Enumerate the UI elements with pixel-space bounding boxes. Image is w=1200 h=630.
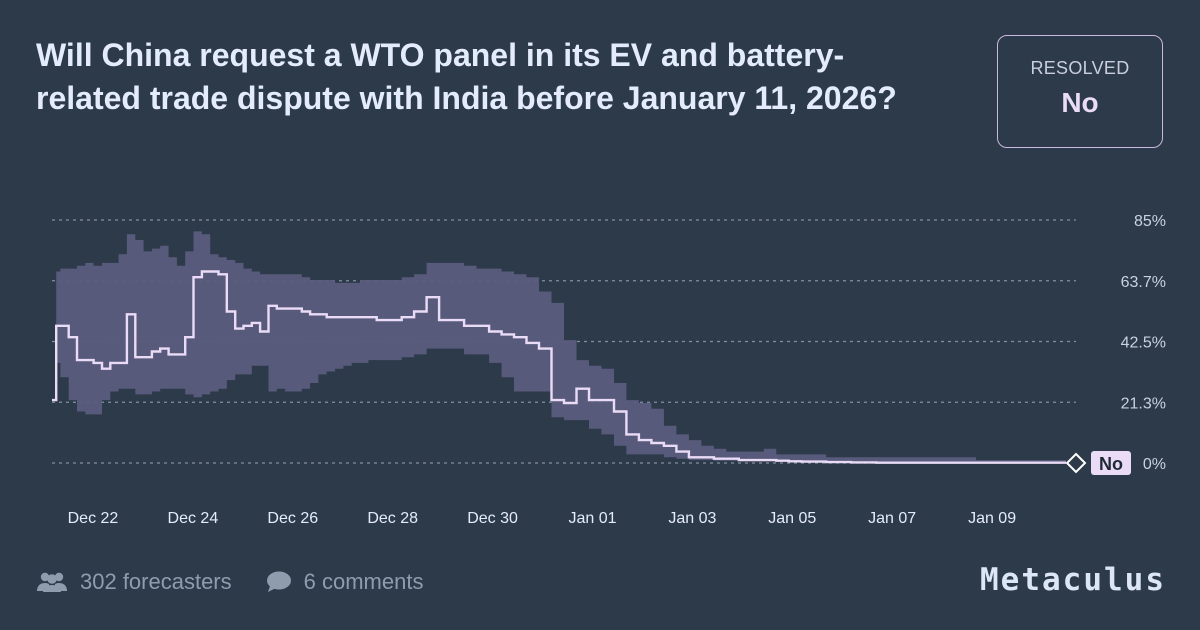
comments-count: 6 comments — [303, 569, 424, 594]
x-tick-label: Jan 09 — [968, 510, 1016, 527]
x-tick-label: Jan 07 — [868, 510, 916, 527]
y-tick-label: 0% — [1143, 456, 1166, 473]
x-tick-label: Dec 22 — [68, 510, 119, 527]
resolution-tag-label: No — [1099, 454, 1123, 474]
x-tick-label: Jan 05 — [768, 510, 816, 527]
comments-stat[interactable]: 6 comments — [266, 569, 424, 595]
y-tick-label: 85% — [1134, 213, 1166, 230]
resolution-value: No — [1061, 87, 1099, 118]
x-tick-label: Dec 24 — [168, 510, 219, 527]
y-tick-label: 42.5% — [1121, 335, 1166, 352]
forecasters-stat: 302 forecasters — [36, 569, 232, 595]
speech-bubble-icon — [266, 571, 291, 592]
y-tick-label: 21.3% — [1121, 395, 1166, 412]
confidence-band — [52, 231, 1066, 463]
resolution-badge: RESOLVED No — [997, 35, 1163, 148]
resolution-tag — [1091, 451, 1131, 475]
x-tick-label: Jan 01 — [568, 510, 616, 527]
y-tick-label: 63.7% — [1121, 274, 1166, 291]
forecasters-count: 302 forecasters — [80, 569, 232, 594]
x-tick-label: Jan 03 — [668, 510, 716, 527]
users-icon — [37, 572, 67, 592]
x-tick-label: Dec 30 — [467, 510, 518, 527]
resolution-label: RESOLVED — [1030, 58, 1130, 78]
resolution-diamond — [1065, 452, 1087, 474]
forecast-chart[interactable]: 85% 63.7% 42.5% 21.3% 0% Dec 22 Dec 24 Dec 26 De… — [0, 200, 1200, 540]
x-tick-label: Dec 26 — [267, 510, 318, 527]
x-tick-label: Dec 28 — [367, 510, 418, 527]
question-stats: 302 forecasters 6 comments — [36, 566, 457, 598]
metaculus-logo[interactable]: Metaculus — [980, 562, 1166, 598]
question-title: Will China request a WTO panel in its EV… — [36, 37, 897, 116]
prediction-line — [52, 270, 1066, 464]
